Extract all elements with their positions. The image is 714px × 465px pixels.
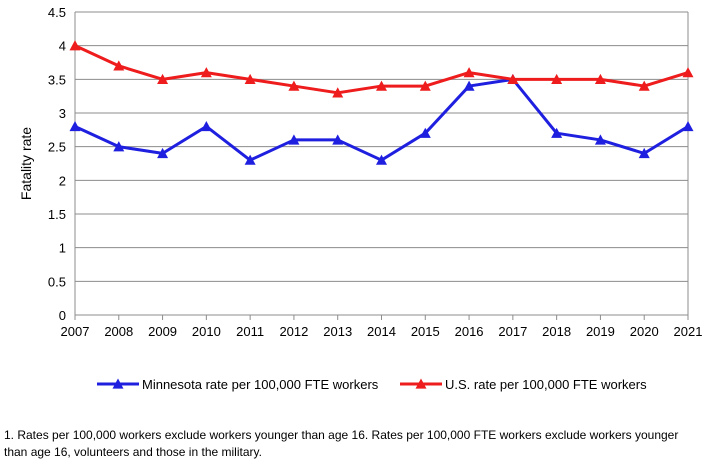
y-tick-label: 3 [59,106,66,121]
y-tick-label: 3.5 [48,72,66,87]
x-tick-label: 2012 [279,324,308,339]
data-point-marker [113,141,125,152]
data-point-marker [157,147,169,159]
legend: Minnesota rate per 100,000 FTE workers U.… [97,377,647,392]
x-tick-label: 2018 [542,324,571,339]
data-point-marker [69,40,81,51]
y-tick-label: 0.5 [48,274,66,289]
y-tick-label: 1 [59,241,66,256]
data-point-marker [682,67,694,78]
data-point-marker [376,154,387,165]
data-point-marker [463,67,475,78]
y-tick-label: 2.5 [48,140,66,155]
data-point-marker [507,73,519,85]
data-point-marker [376,80,387,91]
y-axis-title: Fatality rate [18,127,34,200]
data-point-marker [638,80,650,91]
x-tick-label: 2014 [367,324,396,339]
footnote-line-2: than age 16, volunteers and those in the… [4,445,262,459]
x-tick-label: 2013 [323,324,352,339]
series-us [69,40,694,98]
data-point-marker [682,120,694,132]
axis-labels: 0 0.5 1 1.5 2 2.5 3 3.5 4 4.5 2007 2008 2009 2010 2011… [18,5,702,339]
data-point-marker [419,127,431,138]
data-point-marker [288,134,300,145]
data-point-marker [69,120,81,132]
x-tick-label: 2019 [586,324,615,339]
legend-marker [112,378,124,389]
x-tick-label: 2011 [236,324,264,339]
legend-item-us: U.S. rate per 100,000 FTE workers [400,377,647,392]
x-tick-label: 2009 [148,324,177,339]
legend-label: Minnesota rate per 100,000 FTE workers [142,377,379,392]
data-point-marker [332,87,344,98]
y-tick-label: 0 [59,308,66,323]
data-point-marker [288,80,300,91]
y-tick-label: 1.5 [48,207,66,222]
data-point-marker [200,120,212,132]
data-point-marker [244,154,256,165]
y-tick-label: 4 [59,39,66,54]
data-point-marker [594,134,606,145]
series-minnesota [69,73,694,165]
x-tick-label: 2021 [674,324,703,339]
footnote: 1. Rates per 100,000 workers exclude wor… [4,427,708,461]
x-tick-label: 2015 [411,324,440,339]
data-point-marker [551,127,563,138]
x-tick-label: 2010 [192,324,221,339]
legend-item-minnesota: Minnesota rate per 100,000 FTE workers [97,377,379,392]
series-line [74,77,689,162]
data-point-marker [157,73,169,85]
data-point-marker [200,67,212,78]
data-point-marker [594,73,606,85]
data-point-marker [332,134,344,145]
axes [74,12,689,320]
x-tick-label: 2020 [630,324,659,339]
chart-area: 0 0.5 1 1.5 2 2.5 3 3.5 4 4.5 2007 2008 2009 2010 2011… [18,5,702,392]
data-point-marker [419,80,431,91]
line-chart: 0 0.5 1 1.5 2 2.5 3 3.5 4 4.5 2007 2008 2009 2010 2011… [18,5,702,392]
data-point-marker [463,80,475,91]
x-tick-label: 2017 [498,324,527,339]
legend-label: U.S. rate per 100,000 FTE workers [445,377,647,392]
data-point-marker [551,73,563,85]
x-tick-label: 2008 [104,324,133,339]
data-point-marker [638,147,650,159]
y-tick-label: 4.5 [48,5,66,20]
gridlines [75,11,688,316]
data-point-marker [244,73,256,85]
y-tick-label: 2 [59,173,66,188]
series-lines [69,40,694,165]
legend-marker [415,378,427,389]
footnote-line-1: 1. Rates per 100,000 workers exclude wor… [4,428,679,442]
data-point-marker [113,60,125,71]
x-tick-label: 2007 [61,324,90,339]
x-tick-label: 2016 [455,324,484,339]
